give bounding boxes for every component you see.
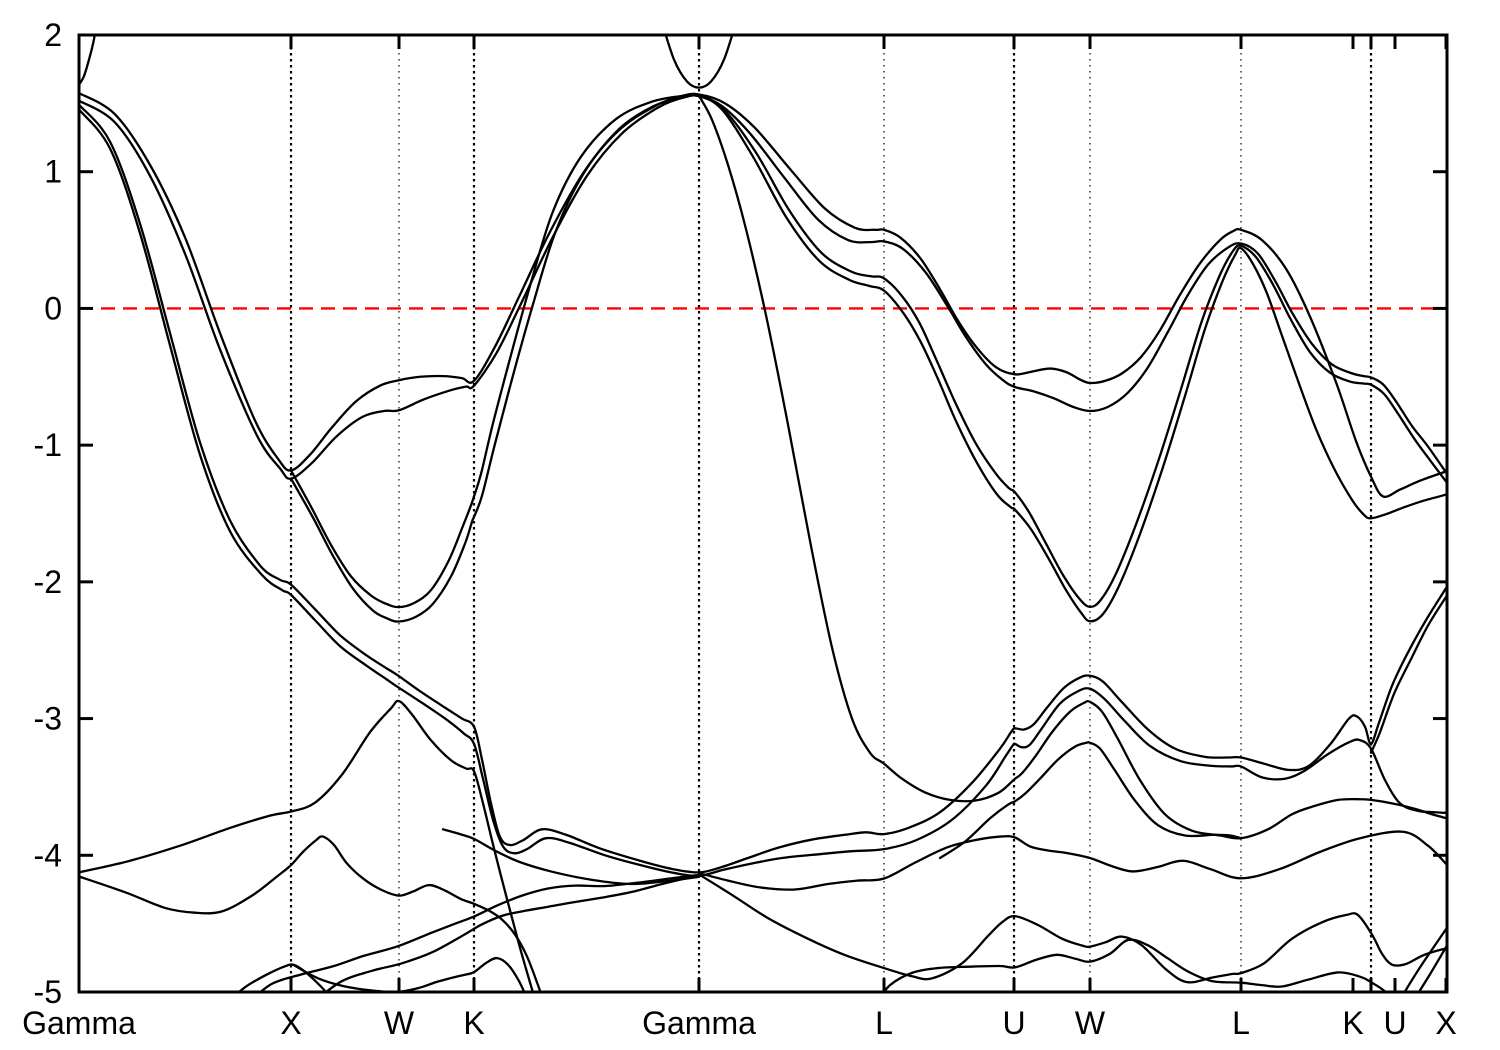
y-axis-tick-label: 1: [44, 154, 62, 190]
band-curve-band19b-bottom-trail: [291, 956, 526, 992]
y-axis-tick-label: -5: [34, 974, 62, 1010]
band-curve-band10-w-hump: [938, 741, 1243, 860]
band-curve-band4: [79, 108, 1447, 878]
band-curve-band6: [289, 94, 1447, 623]
y-axis-tick-label: -2: [34, 564, 62, 600]
band-curve-conduction-gamma-valley: [664, 35, 734, 89]
band-curve-band2: [79, 94, 1447, 480]
x-axis-kpoint-label: U: [1383, 1005, 1406, 1041]
band-curve-band14b-corner-diag: [1417, 944, 1447, 992]
band-curve-band11-flat-wavy: [697, 830, 1447, 891]
band-curve-band13-lowest-right: [882, 938, 1388, 992]
x-axis-kpoint-label: W: [1075, 1005, 1106, 1041]
x-axis-kpoint-label: K: [463, 1005, 484, 1041]
band-curve-conduction-left: [79, 35, 96, 87]
y-axis-tick-label: 2: [44, 17, 62, 53]
band-curve-band3: [79, 103, 1447, 874]
bands-group: [79, 35, 1447, 992]
x-axis-kpoint-label: Gamma: [642, 1005, 756, 1041]
y-axis-tick-label: -3: [34, 701, 62, 737]
x-axis-kpoint-label: X: [1435, 1005, 1456, 1041]
band-curve-band20-post-K-flat: [441, 828, 701, 886]
x-axis-kpoint-label: U: [1002, 1005, 1025, 1041]
band-curve-band1: [79, 91, 1447, 498]
band-curve-band12-low: [697, 873, 1447, 984]
y-axis-tick-label: -4: [34, 837, 62, 873]
plot-frame: [77, 33, 1449, 994]
x-axis-kpoint-label: K: [1342, 1005, 1363, 1041]
x-axis-kpoint-label: X: [280, 1005, 301, 1041]
band-curve-band18-riser: [324, 875, 701, 992]
x-axis-kpoint-label: W: [384, 1005, 415, 1041]
band-curve-band7-deep-parabola: [697, 94, 1447, 840]
y-axis-tick-label: 0: [44, 290, 62, 326]
y-axis-tick-label: -1: [34, 427, 62, 463]
band-curve-band-ku-pair-partner: [1369, 594, 1447, 754]
x-axis-kpoint-label: L: [875, 1005, 893, 1041]
band-curve-band15-left-hump: [79, 699, 535, 992]
band-curve-band5: [289, 92, 1447, 609]
band-curve-band14a-corner-diag: [1403, 926, 1447, 992]
x-axis-kpoint-label: Gamma: [22, 1005, 136, 1041]
x-axis-kpoint-label: L: [1232, 1005, 1250, 1041]
band-curve-band17-diagonal: [258, 873, 701, 992]
